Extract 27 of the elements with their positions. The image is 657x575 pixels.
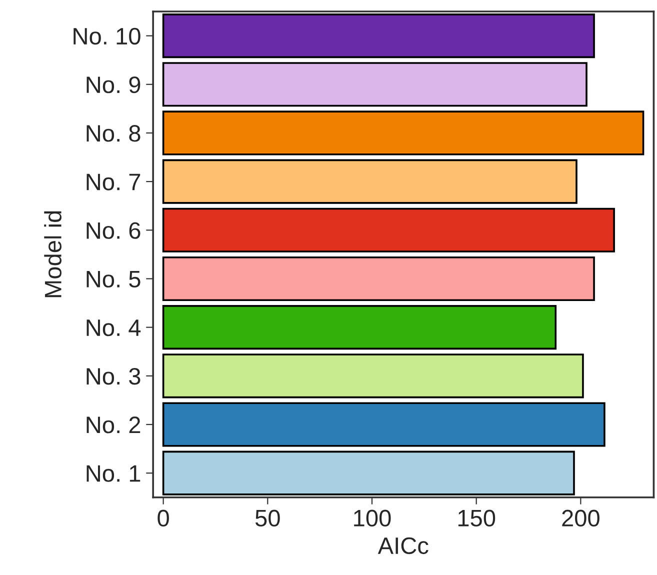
y-tick-label: No. 7 xyxy=(86,174,140,190)
bar xyxy=(162,62,588,107)
bar xyxy=(162,305,557,350)
y-tick-label: No. 5 xyxy=(86,271,140,288)
bar xyxy=(162,110,644,156)
bar xyxy=(162,159,578,204)
y-tick-label: No. 6 xyxy=(86,222,140,239)
x-tick-label: 200 xyxy=(562,510,600,527)
y-tick-label: No. 3 xyxy=(86,368,140,385)
bar xyxy=(162,354,584,398)
bar xyxy=(162,450,575,496)
x-tick-label: 100 xyxy=(354,510,391,527)
y-tick-label: No. 10 xyxy=(74,28,140,45)
y-tick-label: No. 1 xyxy=(86,465,140,482)
bar xyxy=(162,402,606,447)
bar xyxy=(162,256,595,302)
x-tick-label: 150 xyxy=(458,510,496,527)
y-tick-label: No. 8 xyxy=(86,125,140,142)
y-tick-label: No. 2 xyxy=(86,416,140,434)
bar xyxy=(162,14,595,58)
x-tick-label: 50 xyxy=(255,510,280,527)
x-tick-label: 0 xyxy=(158,510,169,527)
y-tick-label: No. 4 xyxy=(86,320,141,336)
y-tick-label: No. 9 xyxy=(86,76,140,94)
bar xyxy=(162,208,615,252)
x-axis-title: AICc xyxy=(378,537,428,554)
y-axis-title: Model id xyxy=(44,211,62,298)
